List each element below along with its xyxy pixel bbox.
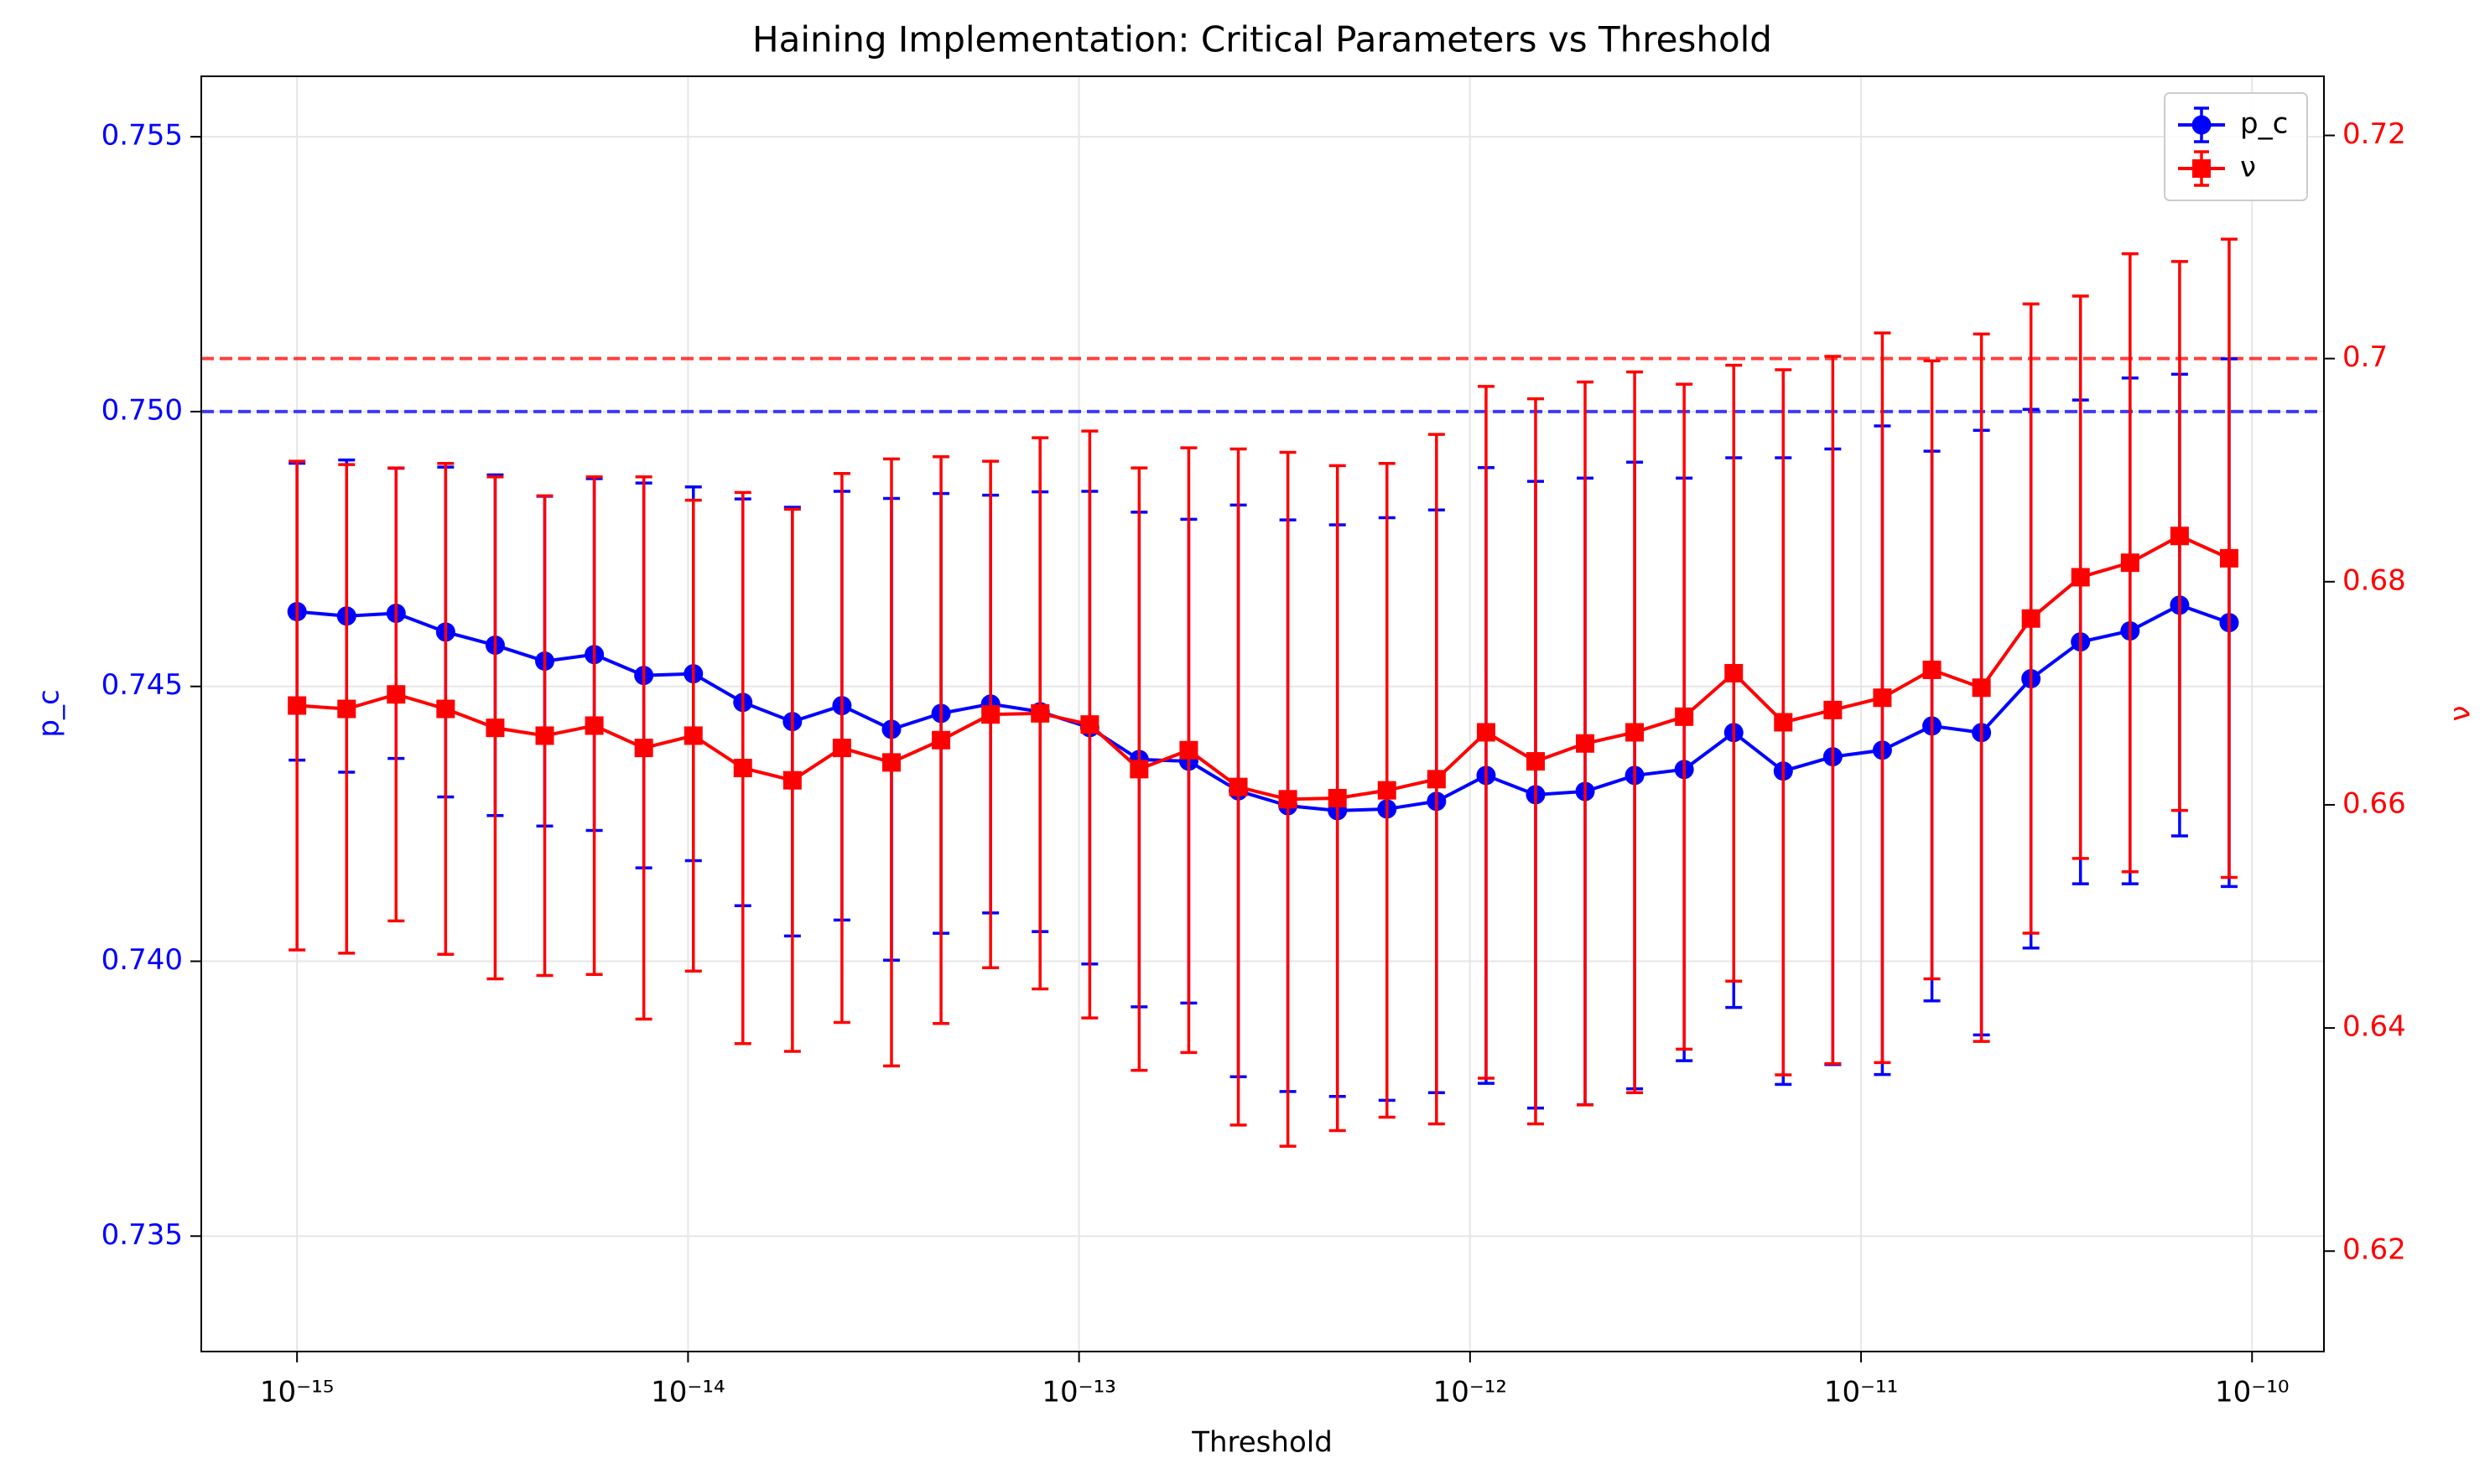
marker bbox=[288, 696, 307, 715]
marker bbox=[832, 739, 851, 758]
legend-marker bbox=[2192, 159, 2211, 178]
marker bbox=[1229, 777, 1248, 796]
x-tick-label: 10⁻¹⁵ bbox=[260, 1376, 334, 1409]
y2-tick-label: 0.62 bbox=[2342, 1233, 2406, 1267]
marker bbox=[1972, 678, 1991, 698]
y2-tick-label: 0.68 bbox=[2342, 563, 2406, 597]
marker bbox=[1774, 713, 1793, 732]
y2-axis-label: ν bbox=[2444, 706, 2477, 722]
x-tick-label: 10⁻¹⁰ bbox=[2215, 1376, 2289, 1409]
marker bbox=[2021, 609, 2040, 628]
legend-label: ν bbox=[2240, 151, 2256, 184]
marker bbox=[1873, 688, 1892, 708]
marker bbox=[535, 726, 554, 745]
marker bbox=[1476, 723, 1495, 742]
x-tick-label: 10⁻¹¹ bbox=[1824, 1376, 1898, 1409]
marker bbox=[486, 719, 505, 738]
marker bbox=[733, 759, 752, 778]
marker bbox=[684, 726, 703, 745]
marker bbox=[585, 716, 604, 735]
marker bbox=[881, 753, 901, 772]
marker bbox=[1576, 734, 1595, 753]
marker bbox=[1625, 723, 1645, 742]
marker bbox=[1278, 790, 1297, 809]
y-tick-label: 0.735 bbox=[101, 1218, 183, 1252]
series bbox=[288, 237, 2238, 1148]
y2-tick-label: 0.72 bbox=[2342, 117, 2406, 151]
marker bbox=[1179, 740, 1198, 760]
marker bbox=[2120, 553, 2139, 573]
axes-frame bbox=[200, 75, 2325, 1352]
marker bbox=[1031, 703, 1050, 723]
y2-tick-label: 0.64 bbox=[2342, 1010, 2406, 1044]
marker bbox=[1526, 752, 1545, 771]
marker bbox=[1922, 660, 1942, 679]
marker bbox=[1377, 781, 1396, 800]
legend-marker bbox=[2191, 115, 2212, 135]
x-tick-label: 10⁻¹³ bbox=[1042, 1376, 1115, 1409]
series-line bbox=[297, 534, 2230, 802]
marker bbox=[1724, 663, 1744, 682]
marker bbox=[1823, 700, 1843, 719]
marker bbox=[782, 771, 802, 790]
marker bbox=[932, 730, 951, 750]
x-axis-label: Threshold bbox=[1191, 1426, 1333, 1460]
legend-label: p_c bbox=[2240, 107, 2288, 141]
y2-tick-label: 0.7 bbox=[2342, 340, 2388, 374]
y-tick-label: 0.745 bbox=[101, 668, 183, 702]
marker bbox=[2219, 548, 2238, 568]
chart-title: Haining Implementation: Critical Paramet… bbox=[752, 19, 1772, 60]
y2-tick-label: 0.66 bbox=[2342, 786, 2406, 820]
marker bbox=[337, 699, 356, 719]
x-tick-label: 10⁻¹⁴ bbox=[651, 1376, 725, 1409]
marker bbox=[1130, 760, 1149, 779]
marker bbox=[1328, 788, 1347, 807]
marker bbox=[1675, 707, 1694, 726]
y-tick-label: 0.750 bbox=[101, 393, 183, 427]
marker bbox=[981, 705, 1001, 724]
marker bbox=[634, 739, 653, 758]
y-tick-label: 0.740 bbox=[101, 943, 183, 977]
marker bbox=[2071, 568, 2090, 587]
x-tick-label: 10⁻¹² bbox=[1433, 1376, 1507, 1409]
marker bbox=[2170, 527, 2189, 546]
marker bbox=[1080, 715, 1099, 734]
y-tick-label: 0.755 bbox=[101, 119, 183, 153]
marker bbox=[1427, 770, 1446, 789]
marker bbox=[387, 685, 406, 704]
legend: p_c ν bbox=[2164, 92, 2308, 201]
y-axis-label: p_c bbox=[33, 689, 66, 737]
marker bbox=[436, 699, 455, 719]
series-line bbox=[296, 603, 2230, 812]
